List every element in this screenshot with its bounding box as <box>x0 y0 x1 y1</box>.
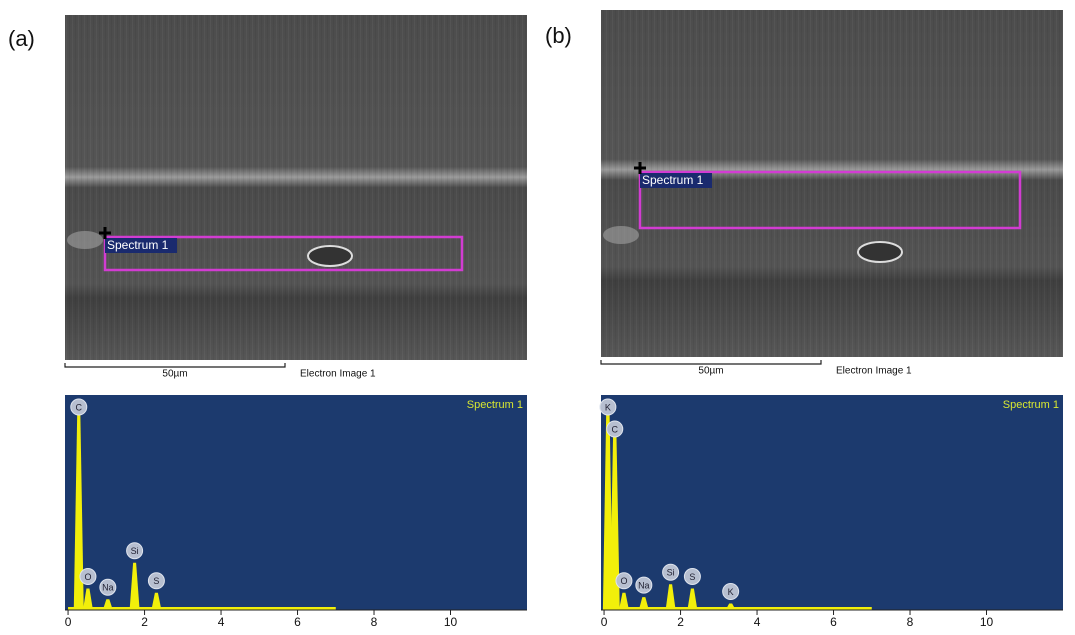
x-tick-label: 8 <box>371 615 378 629</box>
x-tick-label: 0 <box>601 615 608 629</box>
scale-bar <box>601 360 821 364</box>
peak-label: S <box>153 576 159 586</box>
bright-spot <box>67 231 103 249</box>
scale-bar-label: 50µm <box>698 366 723 377</box>
bright-spot <box>603 226 639 244</box>
particle <box>858 242 902 262</box>
spectrum-title: Spectrum 1 <box>467 399 523 411</box>
x-tick-label: 10 <box>444 615 458 629</box>
peak-label: K <box>728 587 734 597</box>
x-tick-label: 10 <box>980 615 994 629</box>
x-tick-label: 4 <box>754 615 761 629</box>
figure: (a) Spectrum 1 50µm Electron Image 1 (b) Spec… <box>0 0 1075 630</box>
peak-label: O <box>84 572 91 582</box>
x-tick-label: 6 <box>830 615 837 629</box>
peak-label: Si <box>131 546 139 556</box>
spectrum-title: Spectrum 1 <box>1003 399 1059 411</box>
x-tick-label: 6 <box>294 615 301 629</box>
panel-label: (b) <box>545 23 572 48</box>
panel-label: (a) <box>8 26 35 51</box>
x-tick-label: 2 <box>677 615 684 629</box>
peak-label: Na <box>102 583 114 593</box>
sem-texture <box>65 15 527 360</box>
peak-label: Si <box>667 568 675 578</box>
x-tick-label: 0 <box>65 615 72 629</box>
image-caption: Electron Image 1 <box>300 369 376 380</box>
scale-bar-label: 50µm <box>162 369 187 380</box>
peak-label: S <box>689 572 695 582</box>
roi-label: Spectrum 1 <box>642 173 704 187</box>
scale-bar <box>65 363 285 367</box>
peak-label: C <box>76 402 83 412</box>
roi-label: Spectrum 1 <box>107 238 169 252</box>
particle <box>308 246 352 266</box>
peak-label: C <box>612 424 619 434</box>
x-tick-label: 4 <box>218 615 225 629</box>
x-tick-label: 8 <box>907 615 914 629</box>
peak-label: K <box>605 402 611 412</box>
peak-label: O <box>620 576 627 586</box>
x-tick-label: 2 <box>141 615 148 629</box>
image-caption: Electron Image 1 <box>836 366 912 377</box>
peak-label: Na <box>638 580 650 590</box>
